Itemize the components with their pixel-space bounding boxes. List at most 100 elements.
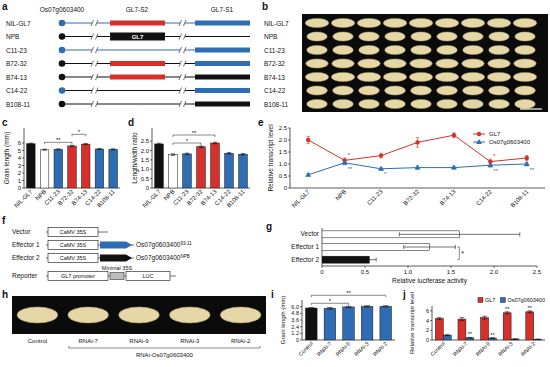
promoter-label: GL7 promoter <box>61 273 95 279</box>
grain <box>307 32 327 41</box>
y-tick <box>430 340 432 341</box>
promoter-label: CaMV 35S <box>60 242 87 248</box>
grain <box>515 45 536 54</box>
grain <box>487 72 510 81</box>
grain <box>17 307 58 323</box>
reporter-label: LUC <box>142 273 153 279</box>
promoter-label: CaMV 35S <box>60 255 87 261</box>
grain <box>333 99 354 108</box>
error-bar <box>416 138 419 148</box>
allele-label: 93-11 <box>180 241 192 246</box>
error-bar <box>56 149 60 150</box>
y-tick <box>150 178 152 179</box>
bar <box>197 147 206 188</box>
error-bar <box>362 258 376 262</box>
x-tick-label: 1.0 <box>404 269 413 275</box>
y-tick-label: 5 <box>18 148 22 154</box>
promoter-box <box>48 228 98 237</box>
error-bar <box>525 156 528 161</box>
grain <box>411 32 431 41</box>
x-tick-label: NIL-GL7 <box>141 188 162 209</box>
y-tick-label: 2.0 <box>279 137 288 143</box>
bar <box>211 143 220 188</box>
grain <box>437 99 458 108</box>
grain <box>463 45 484 54</box>
segment-s1 <box>195 102 250 107</box>
x-tick-label: RNAi-2 <box>372 340 389 357</box>
error-bar <box>157 143 161 145</box>
x-tick-label: 1.5 <box>447 269 456 275</box>
bar <box>534 339 542 341</box>
error-bar <box>42 149 46 150</box>
y-tick-label: 1.5 <box>279 149 288 155</box>
point <box>524 161 530 166</box>
x-tick-label: RNAi-3 <box>497 340 514 357</box>
y-tick-label: 2.5 <box>279 125 288 131</box>
break-mark <box>179 101 186 107</box>
grain <box>515 86 536 95</box>
panel-letter: c <box>2 117 8 128</box>
y-tick-label: 4 <box>426 318 429 324</box>
break <box>92 74 97 80</box>
error-bar <box>535 339 540 340</box>
grain <box>513 18 537 27</box>
significance-label: ** <box>528 305 533 311</box>
reporter-box <box>126 272 170 281</box>
grain <box>411 45 432 54</box>
error-bar <box>460 318 465 321</box>
segment-s1 <box>195 21 250 26</box>
y-axis-label: Grain length (mm) <box>280 296 286 344</box>
grain <box>461 18 485 27</box>
grain <box>220 307 261 323</box>
legend-label: GL7 <box>485 297 495 303</box>
y-tick <box>288 152 290 153</box>
panel-letter: d <box>128 117 134 128</box>
break <box>180 34 185 40</box>
bar <box>489 338 497 340</box>
plot-area <box>306 306 392 340</box>
sample-label: RNAi-3 <box>180 338 200 344</box>
grain <box>357 18 381 27</box>
break <box>180 101 185 107</box>
bar <box>54 149 63 188</box>
bar <box>435 319 443 340</box>
y-tick-label: 0.5 <box>141 176 150 182</box>
y-tick-label: Effector 2 <box>291 256 319 263</box>
row-label: B108-11 <box>6 101 30 108</box>
y-tick-label: 1.5 <box>141 157 150 163</box>
panel-letter: g <box>266 221 272 232</box>
y-tick <box>300 326 302 327</box>
error-bar <box>97 148 101 149</box>
y-tick-label: 3 <box>18 163 22 169</box>
y-tick-label: 6 <box>18 140 22 146</box>
scale-bar <box>520 108 542 109</box>
grain <box>383 72 406 81</box>
row-label: C11-23 <box>264 47 285 54</box>
grain <box>437 45 458 54</box>
sample-label: RNAi-9 <box>129 338 149 344</box>
segment-s1 <box>195 61 250 66</box>
y-tick <box>22 173 24 174</box>
significance-label: ** <box>192 130 197 136</box>
break <box>180 74 185 80</box>
sample-label: RNAi-2 <box>231 338 251 344</box>
break-mark <box>91 47 98 53</box>
y-tick <box>22 180 24 181</box>
significance-label: ** <box>346 290 351 296</box>
grain <box>333 45 354 54</box>
grain <box>305 72 328 81</box>
grain <box>437 86 458 95</box>
gene-marker <box>59 47 66 54</box>
y-tick-label: 1.0 <box>279 161 288 167</box>
point <box>415 165 421 170</box>
x-tick-label: C11-23 <box>366 188 384 206</box>
gene-marker <box>59 20 66 27</box>
break-mark <box>179 88 186 94</box>
error-bar <box>307 136 310 143</box>
panel-letter: j <box>402 289 406 300</box>
significance-label: ** <box>530 167 535 173</box>
row-label: B108-11 <box>264 101 288 108</box>
error-bar <box>227 153 231 155</box>
y-tick <box>22 143 24 144</box>
grain <box>489 86 510 95</box>
